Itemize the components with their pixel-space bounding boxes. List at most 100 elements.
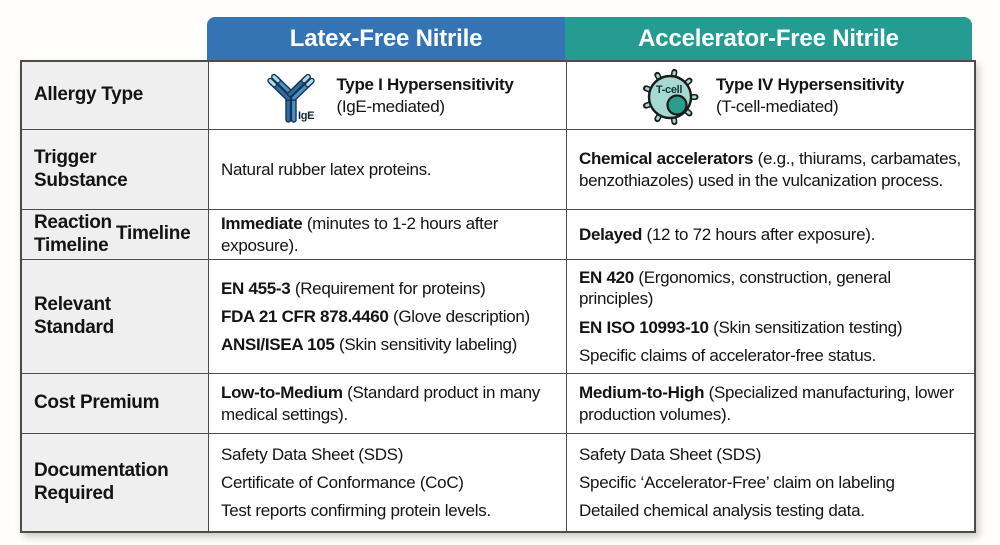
latex-cell-reaction-timeline: Immediate (minutes to 1-2 hours after ex…: [209, 210, 567, 259]
table-row-allergy-type: Allergy Type: [22, 62, 974, 129]
cell-paragraph: EN 420 (Ergonomics, construction, genera…: [579, 267, 962, 309]
cell-paragraph: Immediate (minutes to 1-2 hours after ex…: [221, 213, 554, 255]
table-row-trigger-substance: Trigger Substance Natural rubber latex pro…: [22, 129, 974, 209]
latex-cell-cost-premium: Low-to-Medium (Standard product in many …: [209, 374, 567, 433]
text-run: (IgE-mediated): [336, 97, 445, 116]
row-label-allergy-type: Allergy Type: [22, 62, 209, 129]
text-run: Detailed chemical analysis testing data.: [579, 501, 865, 521]
cell-paragraph: Chemical accelerators (e.g., thiurams, c…: [579, 148, 962, 190]
bold-term: Chemical accelerators: [579, 149, 754, 169]
text-run: (Specialized manufacturing, lower produc…: [579, 383, 954, 424]
cell-paragraph: EN ISO 10993-10 (Skin sensitization test…: [579, 317, 962, 338]
text-run: (Ergonomics, construction, general princ…: [579, 268, 891, 309]
cell-paragraph: Medium-to-High (Specialized manufacturin…: [579, 382, 962, 424]
latex-cell-documentation-required: Safety Data Sheet (SDS) Certificate of Co…: [209, 434, 567, 531]
bold-term: FDA 21 CFR 878.4460: [221, 306, 389, 326]
bold-term: EN 420: [579, 268, 634, 288]
text-run: (Skin sensitivity labeling): [334, 335, 518, 355]
row-label-text: Cost Premium: [34, 392, 160, 414]
row-label-text: Reaction: [34, 212, 112, 234]
text-run: (T-cell-mediated): [715, 97, 839, 116]
text-run: (Skin sensitization testing): [708, 317, 903, 337]
text-run: (minutes to 1-2 hours after exposure).: [221, 214, 499, 255]
bold-term: Medium-to-High: [579, 383, 705, 403]
cell-paragraph: FDA 21 CFR 878.4460 (Glove description): [221, 306, 554, 327]
cell-paragraph: Safety Data Sheet (SDS): [579, 444, 962, 465]
bold-term: Low-to-Medium: [221, 383, 343, 403]
accel-cell-cost-premium: Medium-to-High (Specialized manufacturin…: [567, 374, 974, 433]
accel-cell-trigger-substance: Chemical accelerators (e.g., thiurams, c…: [567, 130, 974, 209]
row-label-reaction-timeline: Reaction Timeline Timeline: [22, 210, 209, 259]
cell-paragraph: EN 455-3 (Requirement for proteins): [221, 278, 554, 299]
row-label-text: Required: [34, 482, 114, 504]
text-run: (Glove description): [388, 306, 530, 326]
cell-paragraph: Specific ‘Accelerator-Free’ claim on lab…: [579, 472, 962, 493]
table-row-reaction-timeline: Reaction Timeline Timeline Immediate (minut…: [22, 209, 974, 259]
text-run: Test reports confirming protein levels.: [221, 501, 491, 521]
row-label-ghost-text: Timeline: [116, 223, 191, 244]
bold-term: Type IV Hypersensitivity: [715, 74, 905, 94]
cell-paragraph: (IgE-mediated): [336, 96, 513, 117]
table-header: Latex-Free Nitrile Accelerator-Free Nitr…: [207, 17, 972, 60]
accel-cell-reaction-timeline: Delayed (12 to 72 hours after exposure).: [567, 210, 974, 259]
row-label-text: Standard: [34, 316, 114, 338]
cell-paragraph: ANSI/ISEA 105 (Skin sensitivity labeling…: [221, 334, 554, 355]
t-cell-icon-label: T-cell: [656, 84, 683, 96]
row-label-text: Timeline: [34, 234, 109, 256]
header-latex-free-nitrile: Latex-Free Nitrile: [207, 17, 565, 60]
cell-paragraph: Type I Hypersensitivity: [336, 74, 513, 95]
cell-paragraph: Type IV Hypersensitivity: [716, 74, 904, 95]
text-run: Specific claims of accelerator-free stat…: [579, 345, 876, 365]
row-label-relevant-standard: Relevant Standard: [22, 260, 209, 373]
table-row-documentation-required: Documentation Required Safety Data Sheet (…: [22, 433, 974, 531]
accel-cell-relevant-standard: EN 420 (Ergonomics, construction, genera…: [567, 260, 974, 373]
row-label-text: Allergy Type: [34, 84, 144, 106]
bold-term: Immediate: [221, 214, 303, 234]
text-run: (12 to 72 hours after exposure).: [642, 224, 876, 244]
bold-term: Delayed: [579, 224, 643, 244]
bold-term: Type I Hypersensitivity: [336, 74, 514, 94]
text-run: Certificate of Conformance (CoC): [221, 472, 464, 492]
text-run: (e.g., thiurams, carbamates, benzothiazo…: [579, 149, 961, 190]
bold-term: ANSI/ISEA 105: [221, 335, 335, 355]
header-accelerator-free-nitrile: Accelerator-Free Nitrile: [565, 17, 972, 60]
accel-cell-documentation-required: Safety Data Sheet (SDS) Specific ‘Acceler…: [567, 434, 974, 531]
cell-paragraph: Low-to-Medium (Standard product in many …: [221, 382, 554, 424]
cell-paragraph: Natural rubber latex proteins.: [221, 159, 554, 180]
text-run: Specific ‘Accelerator-Free’ claim on lab…: [579, 472, 895, 492]
cell-paragraph: Delayed (12 to 72 hours after exposure).: [579, 224, 962, 245]
bold-term: EN ISO 10993-10: [579, 317, 709, 337]
latex-cell-relevant-standard: EN 455-3 (Requirement for proteins) FDA 2…: [209, 260, 567, 373]
row-label-text: Trigger: [34, 147, 97, 169]
cell-paragraph: Certificate of Conformance (CoC): [221, 472, 554, 493]
comparison-table: Allergy Type: [20, 60, 976, 533]
t-cell-nucleus: [666, 93, 688, 116]
row-label-text: Substance: [34, 169, 128, 191]
accel-cell-allergy-type: T-cell Type IV Hypersensitivity (T-cell-m…: [567, 62, 974, 129]
latex-cell-allergy-type: IgE Type I Hypersensitivity (IgE-mediated…: [209, 62, 567, 129]
latex-cell-trigger-substance: Natural rubber latex proteins.: [209, 130, 567, 209]
text-run: Safety Data Sheet (SDS): [221, 444, 404, 464]
row-label-trigger-substance: Trigger Substance: [22, 130, 209, 209]
t-cell-icon: T-cell: [642, 68, 699, 125]
cell-paragraph: (T-cell-mediated): [716, 96, 904, 117]
bold-term: EN 455-3: [221, 278, 291, 298]
table-row-cost-premium: Cost Premium Low-to-Medium (Standard prod…: [22, 373, 974, 433]
table-row-relevant-standard: Relevant Standard EN 455-3 (Requirement fo…: [22, 259, 974, 373]
row-label-text: Documentation: [34, 460, 169, 482]
ige-icon-label: IgE: [298, 110, 314, 122]
text-run: Safety Data Sheet (SDS): [579, 444, 762, 464]
cell-paragraph: Specific claims of accelerator-free stat…: [579, 345, 962, 366]
text-run: (Requirement for proteins): [290, 278, 486, 298]
cell-text: Type IV Hypersensitivity (T-cell-mediated…: [716, 73, 904, 118]
cell-paragraph: Test reports confirming protein levels.: [221, 500, 554, 521]
cell-text: Type I Hypersensitivity (IgE-mediated): [336, 73, 513, 118]
row-label-text: Relevant: [34, 294, 111, 316]
cell-paragraph: Safety Data Sheet (SDS): [221, 444, 554, 465]
text-run: (Standard product in many medical settin…: [221, 383, 540, 424]
text-run: Natural rubber latex proteins.: [221, 159, 432, 179]
row-label-cost-premium: Cost Premium: [22, 374, 209, 433]
antibody-ige-icon: IgE: [267, 73, 316, 123]
cell-paragraph: Detailed chemical analysis testing data.: [579, 500, 962, 521]
